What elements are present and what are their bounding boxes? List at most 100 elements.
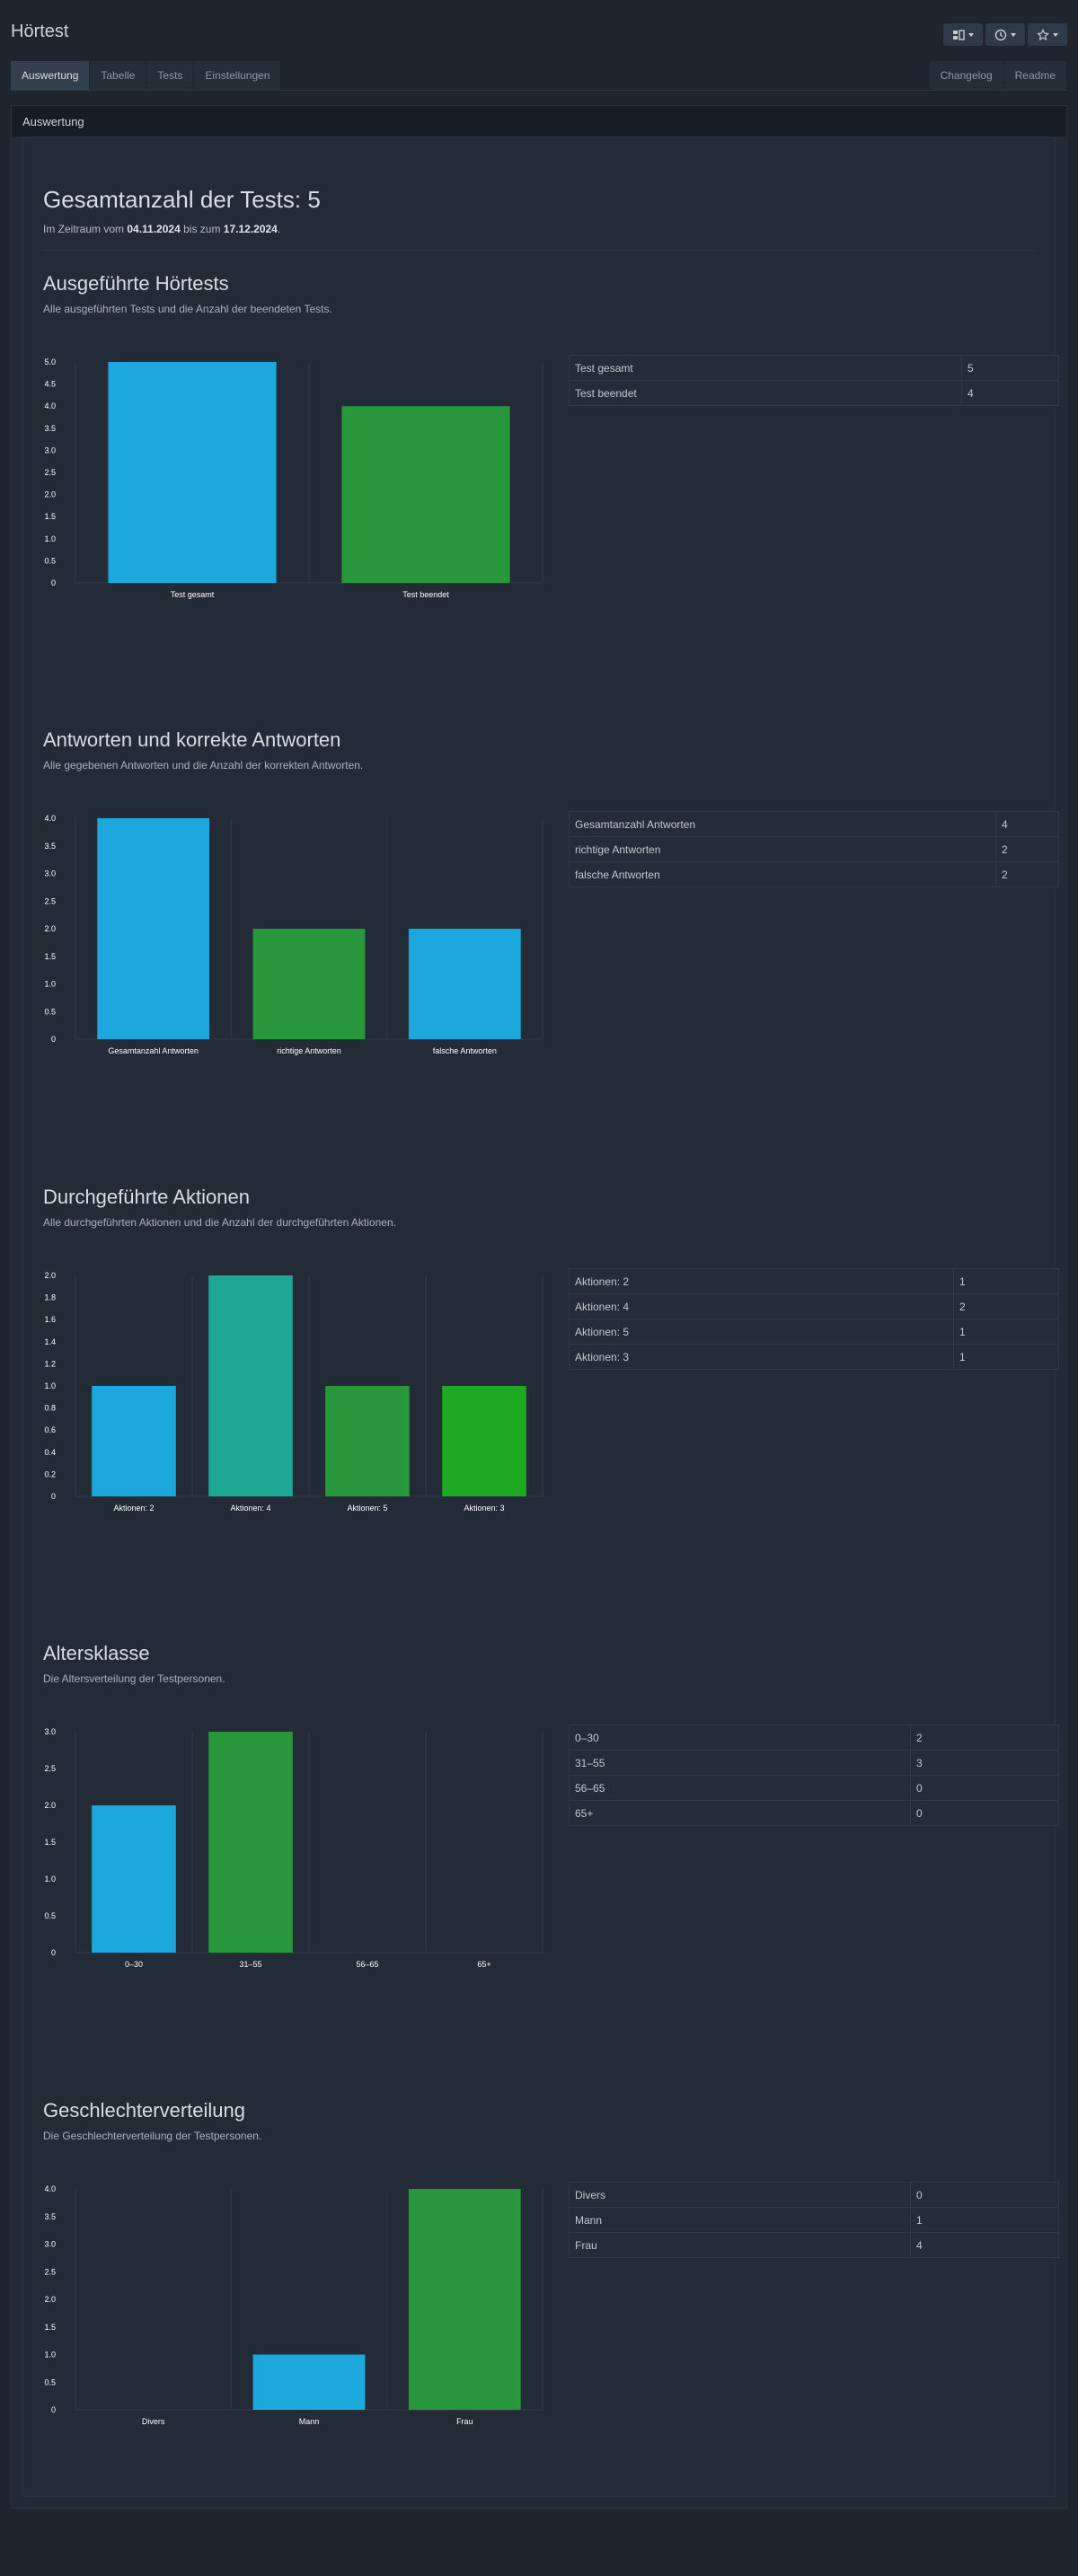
app-title: Hörtest — [11, 22, 69, 41]
y-tick-label: 3.5 — [44, 424, 56, 433]
table-cell-value: 1 — [953, 1319, 1059, 1345]
tab-tabelle[interactable]: Tabelle — [90, 61, 146, 90]
bar — [92, 1386, 176, 1496]
y-tick-label: 1.2 — [44, 1359, 56, 1368]
period-text: Im Zeitraum vom 04.11.2024 bis zum 17.12… — [43, 223, 280, 235]
table-cell-value: 0 — [910, 1775, 1059, 1801]
y-tick-label: 0.6 — [44, 1425, 56, 1434]
table-row: Mann 1 — [569, 2207, 1059, 2233]
tab-tests[interactable]: Tests — [146, 61, 194, 90]
bar — [208, 1732, 293, 1953]
y-tick-label: 0 — [51, 1948, 56, 1957]
bar — [208, 1275, 293, 1496]
table-cell-value: 1 — [953, 1344, 1059, 1370]
table-cell-value: 2 — [995, 836, 1059, 862]
table-cell-label: Divers — [569, 2182, 911, 2208]
x-tick-label: richtige Antworten — [277, 1046, 341, 1055]
x-tick-label: Mann — [299, 2417, 320, 2426]
x-tick-label: Aktionen: 2 — [113, 1504, 154, 1513]
table-row: Divers 0 — [569, 2182, 1059, 2208]
table-cell-label: Aktionen: 3 — [569, 1344, 954, 1370]
table-row: 0–30 2 — [569, 1725, 1059, 1751]
divider — [43, 250, 1035, 251]
secondary-tabs: Changelog Readme — [929, 61, 1067, 90]
y-tick-label: 1.0 — [44, 1381, 56, 1390]
bar — [252, 929, 366, 1039]
y-tick-label: 1.5 — [44, 1838, 56, 1847]
section-description: Die Altersverteilung der Testpersonen. — [43, 1672, 225, 1685]
period-prefix: Im Zeitraum vom — [43, 223, 125, 235]
section-gender: Geschlechterverteilung Die Geschlechterv… — [43, 2099, 1059, 2476]
y-tick-label: 2.0 — [44, 490, 56, 499]
section-title: Durchgeführte Aktionen — [43, 1186, 250, 1208]
table-cell-value: 1 — [910, 2207, 1059, 2233]
y-tick-label: 2.0 — [44, 924, 56, 933]
y-tick-label: 0.8 — [44, 1404, 56, 1413]
history-menu-button[interactable] — [985, 23, 1025, 46]
clock-icon — [994, 29, 1007, 40]
bar — [408, 2189, 521, 2410]
toolbar — [943, 23, 1067, 46]
table-cell-label: richtige Antworten — [569, 836, 996, 862]
chevron-down-icon — [1011, 32, 1016, 37]
y-tick-label: 1.0 — [44, 1875, 56, 1883]
table-cell-label: 56–65 — [569, 1775, 911, 1801]
gender-bar-chart: 0 0.5 1.0 1.5 2.0 2.5 3.0 3.5 4.0 Divers Mann Frau — [43, 2178, 546, 2430]
tabs-divider — [11, 90, 1067, 91]
x-tick-label: Aktionen: 4 — [230, 1504, 270, 1513]
table-cell-value: 4 — [910, 2232, 1059, 2258]
tab-readme[interactable]: Readme — [1003, 61, 1066, 90]
bar — [442, 1386, 526, 1496]
x-tick-label: Frau — [456, 2417, 473, 2426]
section-answers: Antworten und korrekte Antworten Alle ge… — [43, 728, 1059, 1106]
table-cell-label: Mann — [569, 2207, 911, 2233]
y-tick-label: 1.0 — [44, 2351, 56, 2360]
table-cell-label: Frau — [569, 2232, 911, 2258]
y-tick-label: 1.0 — [44, 534, 56, 543]
section-description: Die Geschlechterverteilung der Testperso… — [43, 2130, 262, 2142]
table-cell-value: 0 — [910, 1800, 1059, 1826]
section-title: Antworten und korrekte Antworten — [43, 728, 341, 751]
section-description: Alle ausgeführten Tests und die Anzahl d… — [43, 303, 332, 315]
chart-svg: 0 0.5 1.0 1.5 2.0 2.5 3.0 0–30 31–55 56–65 65+ — [44, 1727, 543, 1969]
main-tabs: Auswertung Tabelle Tests Einstellungen — [11, 61, 281, 90]
y-tick-label: 3.0 — [44, 1727, 56, 1736]
y-tick-label: 4.5 — [44, 380, 56, 389]
y-tick-label: 1.5 — [44, 512, 56, 521]
table-row: Test beendet 4 — [569, 380, 1059, 406]
y-tick-label: 0.4 — [44, 1448, 56, 1457]
y-tick-label: 1.0 — [44, 980, 56, 989]
favorites-menu-button[interactable] — [1028, 23, 1067, 46]
table-cell-value: 1 — [953, 1268, 1059, 1294]
table-cell-label: falsche Antworten — [569, 861, 996, 887]
table-row: Frau 4 — [569, 2232, 1059, 2258]
table-cell-label: Aktionen: 2 — [569, 1268, 954, 1294]
y-tick-label: 1.5 — [44, 2323, 56, 2332]
table-row: 31–55 3 — [569, 1750, 1059, 1776]
y-tick-label: 1.5 — [44, 952, 56, 961]
x-tick-label: Aktionen: 3 — [464, 1504, 504, 1513]
chevron-down-icon — [968, 32, 974, 37]
x-tick-label: 0–30 — [125, 1960, 143, 1969]
tab-auswertung[interactable]: Auswertung — [11, 61, 90, 90]
y-tick-label: 0.5 — [44, 1007, 56, 1016]
tab-einstellungen[interactable]: Einstellungen — [194, 61, 281, 90]
layout-menu-button[interactable] — [943, 23, 983, 46]
actions-bar-chart: 0 0.2 0.4 0.6 0.8 1.0 1.2 1.4 1.6 1.8 2.0 Aktionen:… — [43, 1265, 546, 1516]
table-cell-label: 65+ — [569, 1800, 911, 1826]
star-icon — [1037, 28, 1049, 40]
tab-changelog[interactable]: Changelog — [929, 61, 1003, 90]
y-tick-label: 0 — [51, 578, 56, 587]
bar — [325, 1386, 410, 1496]
x-tick-label: Test gesamt — [171, 590, 215, 599]
x-tick-label: 56–65 — [356, 1960, 378, 1969]
table-cell-value: 4 — [961, 380, 1059, 406]
section-age: Altersklasse Die Altersverteilung der Te… — [43, 1642, 1059, 2019]
y-tick-label: 2.0 — [44, 2295, 56, 2304]
table-row: richtige Antworten 2 — [569, 836, 1059, 862]
y-tick-label: 0.5 — [44, 2378, 56, 2386]
section-description: Alle gegebenen Antworten und die Anzahl … — [43, 759, 364, 772]
y-tick-label: 4.0 — [44, 401, 56, 410]
table-cell-value: 0 — [910, 2182, 1059, 2208]
